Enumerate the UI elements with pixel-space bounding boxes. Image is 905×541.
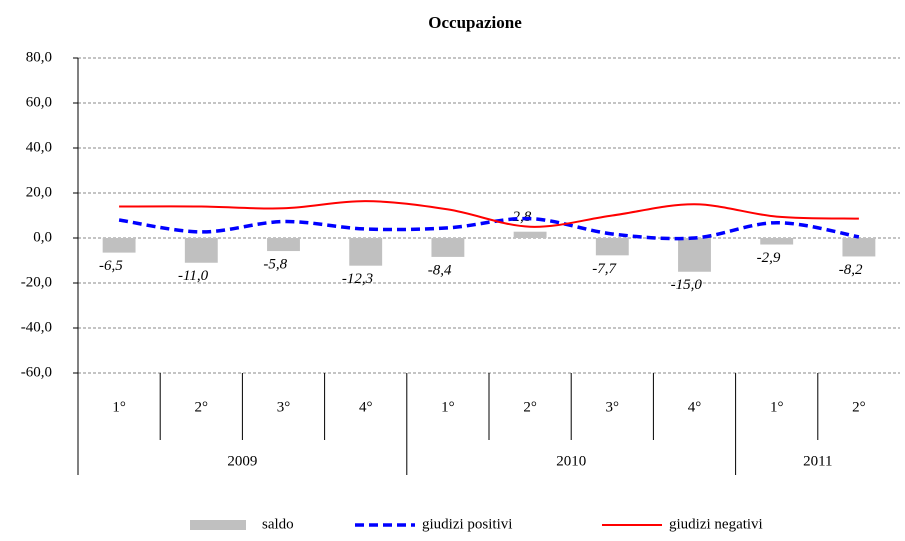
x-tick-label: 2° [523, 399, 537, 415]
group-label: 2010 [556, 453, 586, 469]
bar [842, 238, 876, 257]
x-tick-label: 2° [195, 399, 209, 415]
group-label: 2009 [227, 453, 257, 469]
y-tick-label: 20,0 [26, 184, 52, 200]
data-label: -5,8 [263, 256, 287, 272]
y-tick-label: -40,0 [21, 319, 52, 335]
line [119, 200, 859, 228]
data-label: 2,8 [513, 209, 532, 225]
y-tick-label: 60,0 [26, 94, 52, 110]
data-label: -12,3 [342, 271, 373, 287]
bar [349, 238, 383, 266]
legend-label: giudizi positivi [422, 516, 512, 532]
bar [184, 238, 218, 263]
line [118, 216, 860, 241]
bar [595, 238, 629, 256]
x-tick-label: 4° [688, 399, 702, 415]
x-tick-label: 3° [606, 399, 620, 415]
y-tick-label: -60,0 [21, 364, 52, 380]
data-label: -11,0 [178, 268, 209, 284]
x-tick-label: 1° [770, 399, 784, 415]
data-label: -2,9 [757, 250, 781, 266]
bar [513, 231, 547, 238]
x-tick-label: 3° [277, 399, 291, 415]
y-tick-label: -20,0 [21, 274, 52, 290]
bar [267, 238, 300, 252]
bar [678, 238, 711, 272]
data-label: -6,5 [99, 258, 123, 274]
legend-label: saldo [262, 516, 294, 532]
bar [760, 238, 794, 245]
bar [102, 238, 136, 253]
x-tick-label: 4° [359, 399, 373, 415]
data-label: -8,4 [428, 262, 452, 278]
legend-label: giudizi negativi [669, 516, 763, 532]
bar [431, 238, 465, 257]
data-label: -8,2 [839, 262, 863, 278]
y-tick-label: 40,0 [26, 139, 52, 155]
data-label: -15,0 [671, 277, 703, 293]
y-tick-label: 0,0 [33, 229, 52, 245]
chart-title: Occupazione [428, 13, 522, 32]
data-label: -7,7 [592, 261, 617, 277]
legend-swatch [190, 520, 246, 530]
group-label: 2011 [803, 453, 832, 469]
x-tick-label: 1° [112, 399, 126, 415]
x-tick-label: 1° [441, 399, 455, 415]
y-tick-label: 80,0 [26, 49, 52, 65]
x-tick-label: 2° [852, 399, 866, 415]
